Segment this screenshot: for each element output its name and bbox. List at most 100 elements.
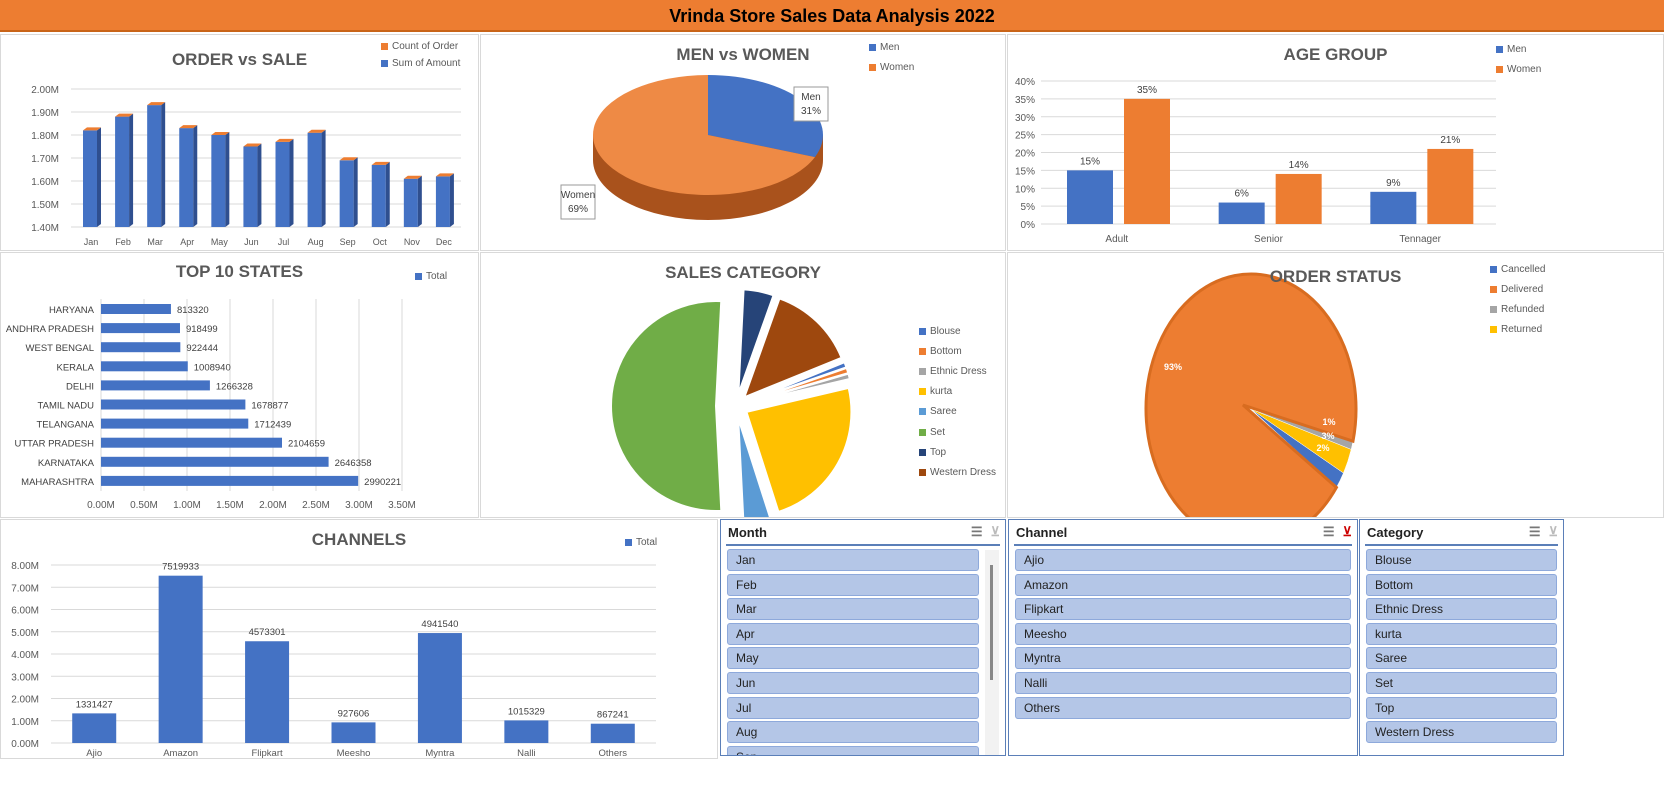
slicer-item[interactable]: Nalli	[1015, 671, 1351, 694]
slicer-item[interactable]: Western Dress	[1366, 721, 1557, 744]
bar	[101, 437, 283, 448]
category-slicer[interactable]: Category ☰ ⊻ Blouse Bottom Ethnic Dress kurta S…	[1359, 519, 1564, 756]
bar	[101, 380, 210, 391]
x-tick-label: 3.00M	[345, 500, 373, 511]
multi-select-icon[interactable]: ☰	[1528, 524, 1541, 539]
slicer-item[interactable]: Feb	[727, 573, 979, 596]
slicer-item[interactable]: Jun	[727, 671, 979, 694]
slicer-item[interactable]: Jul	[727, 696, 979, 719]
y-tick-label: 0%	[1021, 220, 1036, 231]
data-label: 922444	[186, 343, 218, 354]
legend-label: Blouse	[930, 325, 961, 337]
clear-filter-icon[interactable]: ⊻	[990, 524, 1000, 539]
data-label: 918499	[186, 324, 218, 335]
clear-filter-icon[interactable]: ⊻	[1342, 524, 1352, 539]
bar	[147, 105, 162, 227]
data-label: 1%	[1322, 417, 1335, 427]
x-tick-label: Flipkart	[251, 748, 283, 758]
bar-side	[289, 138, 294, 227]
pie-slice-kurta	[745, 386, 853, 514]
y-tick-label: 25%	[1015, 131, 1035, 142]
chart-legend: Men Women	[1496, 39, 1541, 79]
chart-title: ORDER STATUS	[1269, 267, 1402, 286]
multi-select-icon[interactable]: ☰	[970, 524, 983, 539]
chart-canvas: 0% 5% 10% 15% 20% 25% 30% 35% 40% 15% 35% Adult 6% 14…	[1015, 77, 1496, 245]
legend-label: Set	[930, 426, 946, 438]
channels-chart[interactable]: 0.00M 1.00M 2.00M 3.00M 4.00M 5.00M 6.00M 7.00M…	[0, 519, 718, 759]
y-tick-label: 1.80M	[31, 131, 59, 142]
slicer-item[interactable]: Aug	[727, 721, 979, 744]
slicer-header: Month ☰ ⊻	[726, 520, 1000, 546]
chart-canvas	[609, 288, 853, 517]
y-tick-label: 8.00M	[11, 561, 39, 572]
slicer-item[interactable]: Ethnic Dress	[1366, 598, 1557, 621]
y-tick-label: HARYANA	[49, 305, 95, 316]
slicer-item[interactable]: Sep	[727, 745, 979, 755]
y-tick-label: 5%	[1021, 202, 1036, 213]
slicer-item[interactable]: Jan	[727, 549, 979, 571]
slicer-item[interactable]: May	[727, 647, 979, 670]
legend-label: Count of Order	[392, 41, 459, 52]
legend-swatch	[919, 388, 926, 396]
data-label: 9%	[1386, 178, 1401, 189]
slicer-item[interactable]: Mar	[727, 598, 979, 621]
slicer-item[interactable]: Set	[1366, 671, 1557, 694]
data-label-name: Women	[561, 190, 595, 201]
y-tick-label: 1.50M	[31, 200, 59, 211]
channel-slicer[interactable]: Channel ☰ ⊻ Ajio Amazon Flipkart Meesho Myntra N…	[1008, 519, 1358, 756]
y-tick-label: TAMIL NADU	[38, 401, 95, 412]
bar	[83, 130, 97, 227]
legend-label: kurta	[930, 386, 953, 398]
slicer-item[interactable]: Meesho	[1015, 622, 1351, 645]
data-label: 4941540	[421, 619, 458, 630]
sales-category-chart[interactable]: SALES CATEGORY Blouse Bottom Ethnic Dress ku…	[480, 252, 1006, 518]
legend-swatch	[869, 63, 876, 71]
multi-select-icon[interactable]: ☰	[1322, 524, 1335, 539]
slicer-item[interactable]: Amazon	[1015, 573, 1351, 596]
men-vs-women-chart[interactable]: Men 31% Women 69% MEN vs WOMEN Men Women	[480, 34, 1006, 251]
slicer-item[interactable]: Ajio	[1015, 549, 1351, 571]
bar	[245, 641, 290, 743]
slicer-title: Month	[728, 524, 767, 540]
bar	[115, 116, 130, 227]
age-group-chart[interactable]: 0% 5% 10% 15% 20% 25% 30% 35% 40% 15% 35% Adult 6% 14…	[1007, 34, 1664, 251]
slicer-item[interactable]: Apr	[727, 622, 979, 645]
y-tick-label: ANDHRA PRADESH	[6, 324, 94, 335]
data-label: 927606	[338, 708, 370, 719]
order-status-chart[interactable]: 93% 1% 3% 2% ORDER STATUS Cancelled Delivered R…	[1007, 252, 1664, 518]
legend-swatch	[1496, 45, 1503, 53]
y-tick-label: MAHARASHTRA	[21, 477, 95, 488]
slicer-item[interactable]: Blouse	[1366, 549, 1557, 571]
slicer-item[interactable]: Myntra	[1015, 647, 1351, 670]
x-tick-label: Others	[599, 748, 628, 758]
top-states-chart[interactable]: 0.00M 0.50M 1.00M 1.50M 2.00M 2.50M 3.00M 3.50M…	[0, 252, 479, 518]
slicer-item[interactable]: Bottom	[1366, 573, 1557, 596]
scrollbar-thumb[interactable]	[990, 565, 993, 680]
bar-side	[321, 129, 326, 227]
legend-entry: Returned	[1490, 319, 1545, 339]
legend-label: Refunded	[1501, 303, 1545, 315]
x-tick-label: Adult	[1105, 234, 1128, 245]
slicer-item[interactable]: kurta	[1366, 622, 1557, 645]
slicer-item[interactable]: Top	[1366, 696, 1557, 719]
y-tick-label: 4.00M	[11, 650, 39, 661]
slicer-item[interactable]: Flipkart	[1015, 598, 1351, 621]
legend-label: Western Dress	[930, 466, 996, 478]
x-tick-label: Nalli	[517, 748, 535, 758]
clear-filter-icon[interactable]: ⊻	[1548, 524, 1558, 539]
slicer-item[interactable]: Others	[1015, 696, 1351, 719]
slicer-item[interactable]: Saree	[1366, 647, 1557, 670]
x-tick-label: 2.50M	[302, 500, 330, 511]
y-tick-label: 15%	[1015, 166, 1035, 177]
slicer-scrollbar[interactable]	[985, 550, 999, 755]
pie-slice-western-dress	[742, 297, 843, 400]
data-label: 21%	[1440, 135, 1460, 146]
legend-swatch	[919, 367, 926, 375]
bar	[211, 135, 226, 227]
order-vs-sale-chart[interactable]: 1.40M 1.50M 1.60M 1.70M 1.80M 1.90M 2.00M Jan Fe…	[0, 34, 479, 251]
data-label-value: 69%	[568, 204, 588, 215]
data-label: 2104659	[288, 439, 325, 450]
x-tick-label: Tennager	[1399, 234, 1441, 245]
data-label: 813320	[177, 305, 209, 316]
